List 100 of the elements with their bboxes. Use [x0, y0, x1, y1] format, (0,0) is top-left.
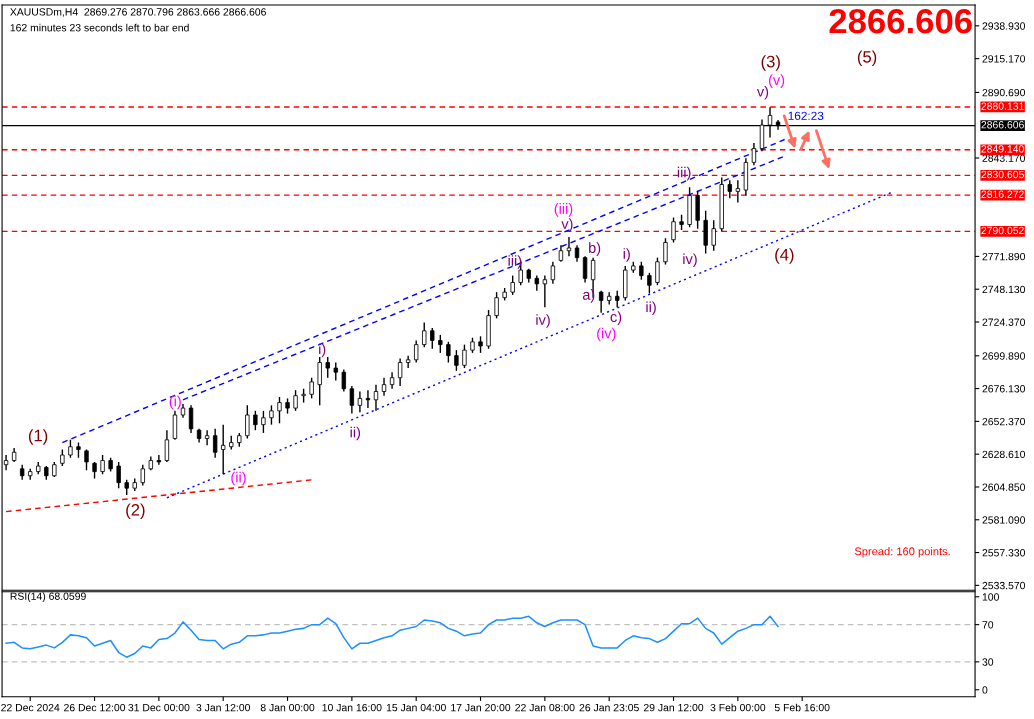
y-tick-label: 2843.170 — [982, 154, 1026, 162]
candlestick — [663, 237, 668, 266]
candlestick — [253, 410, 258, 431]
annotation: ii) — [646, 301, 656, 315]
candlestick — [462, 343, 467, 369]
annotation: (2) — [126, 503, 145, 520]
y-tick-label: 70 — [982, 621, 994, 629]
candlestick — [325, 356, 330, 379]
annotation: iii) — [508, 255, 522, 269]
candlestick — [582, 255, 588, 284]
candlestick — [172, 410, 178, 441]
candlestick — [293, 389, 298, 412]
candlestick — [542, 274, 548, 309]
candlestick — [397, 357, 403, 387]
candlestick — [607, 291, 612, 306]
candlestick — [277, 396, 282, 424]
candlestick — [188, 404, 194, 434]
ref-line-label: 2866.606 — [981, 121, 1024, 129]
candlestick — [140, 463, 145, 487]
annotation: a) — [582, 289, 595, 303]
y-tick-label: 2652.370 — [982, 417, 1026, 426]
candlestick — [373, 383, 379, 412]
candlestick — [212, 428, 218, 459]
candlestick — [349, 385, 355, 415]
candlestick — [647, 272, 652, 295]
x-tick-label: 22 Jan 08:00 — [515, 703, 575, 712]
candlestick — [164, 429, 170, 463]
annotation: (3) — [761, 55, 780, 71]
x-tick-label: 26 Dec 12:00 — [64, 703, 126, 712]
x-tick-label: 3 Jan 12:00 — [196, 703, 251, 712]
ref-line-label: 2830.605 — [981, 170, 1024, 179]
x-tick-label: 10 Jan 16:00 — [322, 703, 382, 712]
annotation: 2866.606 — [829, 8, 972, 34]
candlestick — [309, 377, 314, 400]
candlestick — [735, 179, 741, 204]
ref-line-label: 2849.140 — [981, 145, 1024, 153]
candlestick — [566, 236, 572, 257]
x-tick-label: 29 Jan 12:00 — [643, 703, 704, 712]
annotation: c) — [610, 311, 622, 325]
candlestick — [430, 327, 435, 350]
y-tick-label: 2676.130 — [982, 385, 1026, 393]
chart-title: RSI(14) 68.0599 — [10, 592, 86, 602]
candlestick — [261, 410, 266, 434]
candlestick — [100, 454, 105, 476]
x-tick-label: 31 Dec 00:00 — [128, 703, 190, 712]
candlestick — [446, 341, 451, 364]
candlestick — [341, 368, 347, 393]
text: 162 minutes 23 seconds left to bar end — [10, 23, 189, 32]
ref-line-label: 2816.272 — [981, 190, 1024, 198]
candlestick — [751, 142, 757, 166]
y-tick-label: 100 — [982, 593, 999, 601]
annotation: 162:23 — [788, 111, 824, 120]
y-tick-label: 2604.850 — [982, 483, 1026, 491]
candlestick — [204, 429, 210, 447]
x-tick-label: 5 Feb 16:00 — [774, 703, 830, 712]
y-tick-label: 2915.170 — [982, 55, 1026, 63]
candlestick — [156, 454, 162, 466]
y-tick-label: 2748.130 — [982, 285, 1026, 294]
candlestick — [655, 256, 660, 286]
annotation: v) — [561, 218, 573, 232]
annotation: i) — [623, 248, 630, 262]
candlestick — [454, 349, 459, 372]
x-tick-label: 15 Jan 04:00 — [386, 703, 446, 712]
y-tick-label: 2533.570 — [982, 581, 1026, 590]
annotation: (i) — [169, 395, 181, 410]
annotation: (iv) — [597, 327, 616, 342]
line-series — [5, 615, 779, 658]
y-tick-label: 2938.930 — [982, 22, 1026, 30]
chart-title: XAUUSDm,H4 2869.276 2870.796 2863.666 2866.606 — [10, 8, 266, 17]
annotation: (ii) — [231, 471, 246, 486]
y-tick-label: 30 — [982, 658, 994, 666]
candlestick — [494, 291, 499, 320]
candlestick — [269, 404, 274, 426]
annotation: (5) — [857, 50, 877, 67]
y-tick-label: 2581.090 — [982, 516, 1026, 524]
candlestick — [711, 219, 716, 252]
annotation: ii) — [350, 426, 361, 441]
x-tick-label: 8 Jan 00:00 — [260, 703, 315, 712]
candlestick — [550, 261, 556, 285]
annotation: iv) — [683, 253, 697, 267]
annotation: b) — [589, 242, 601, 256]
x-tick-label: 3 Feb 00:00 — [710, 703, 766, 712]
annotation: (v) — [768, 74, 785, 88]
y-tick-label: 2771.890 — [982, 252, 1026, 261]
candlestick — [116, 461, 121, 489]
candlestick — [357, 390, 363, 413]
annotation: iii) — [677, 166, 691, 181]
candlestick — [317, 356, 322, 407]
annotation: i) — [319, 343, 326, 358]
y-tick-label: 2699.890 — [982, 352, 1026, 360]
annotation: (4) — [775, 248, 794, 264]
annotation: v) — [756, 86, 769, 100]
y-tick-label: 2724.370 — [982, 318, 1026, 326]
y-tick-label: 2557.330 — [982, 549, 1026, 557]
annotation: Spread: 160 points. — [854, 547, 950, 558]
x-tick-label: 26 Jan 23:05 — [579, 703, 639, 712]
ref-line-label: 2790.052 — [981, 226, 1024, 235]
annotation: (iii) — [554, 203, 573, 217]
candlestick — [221, 423, 226, 476]
candlestick — [414, 339, 419, 364]
